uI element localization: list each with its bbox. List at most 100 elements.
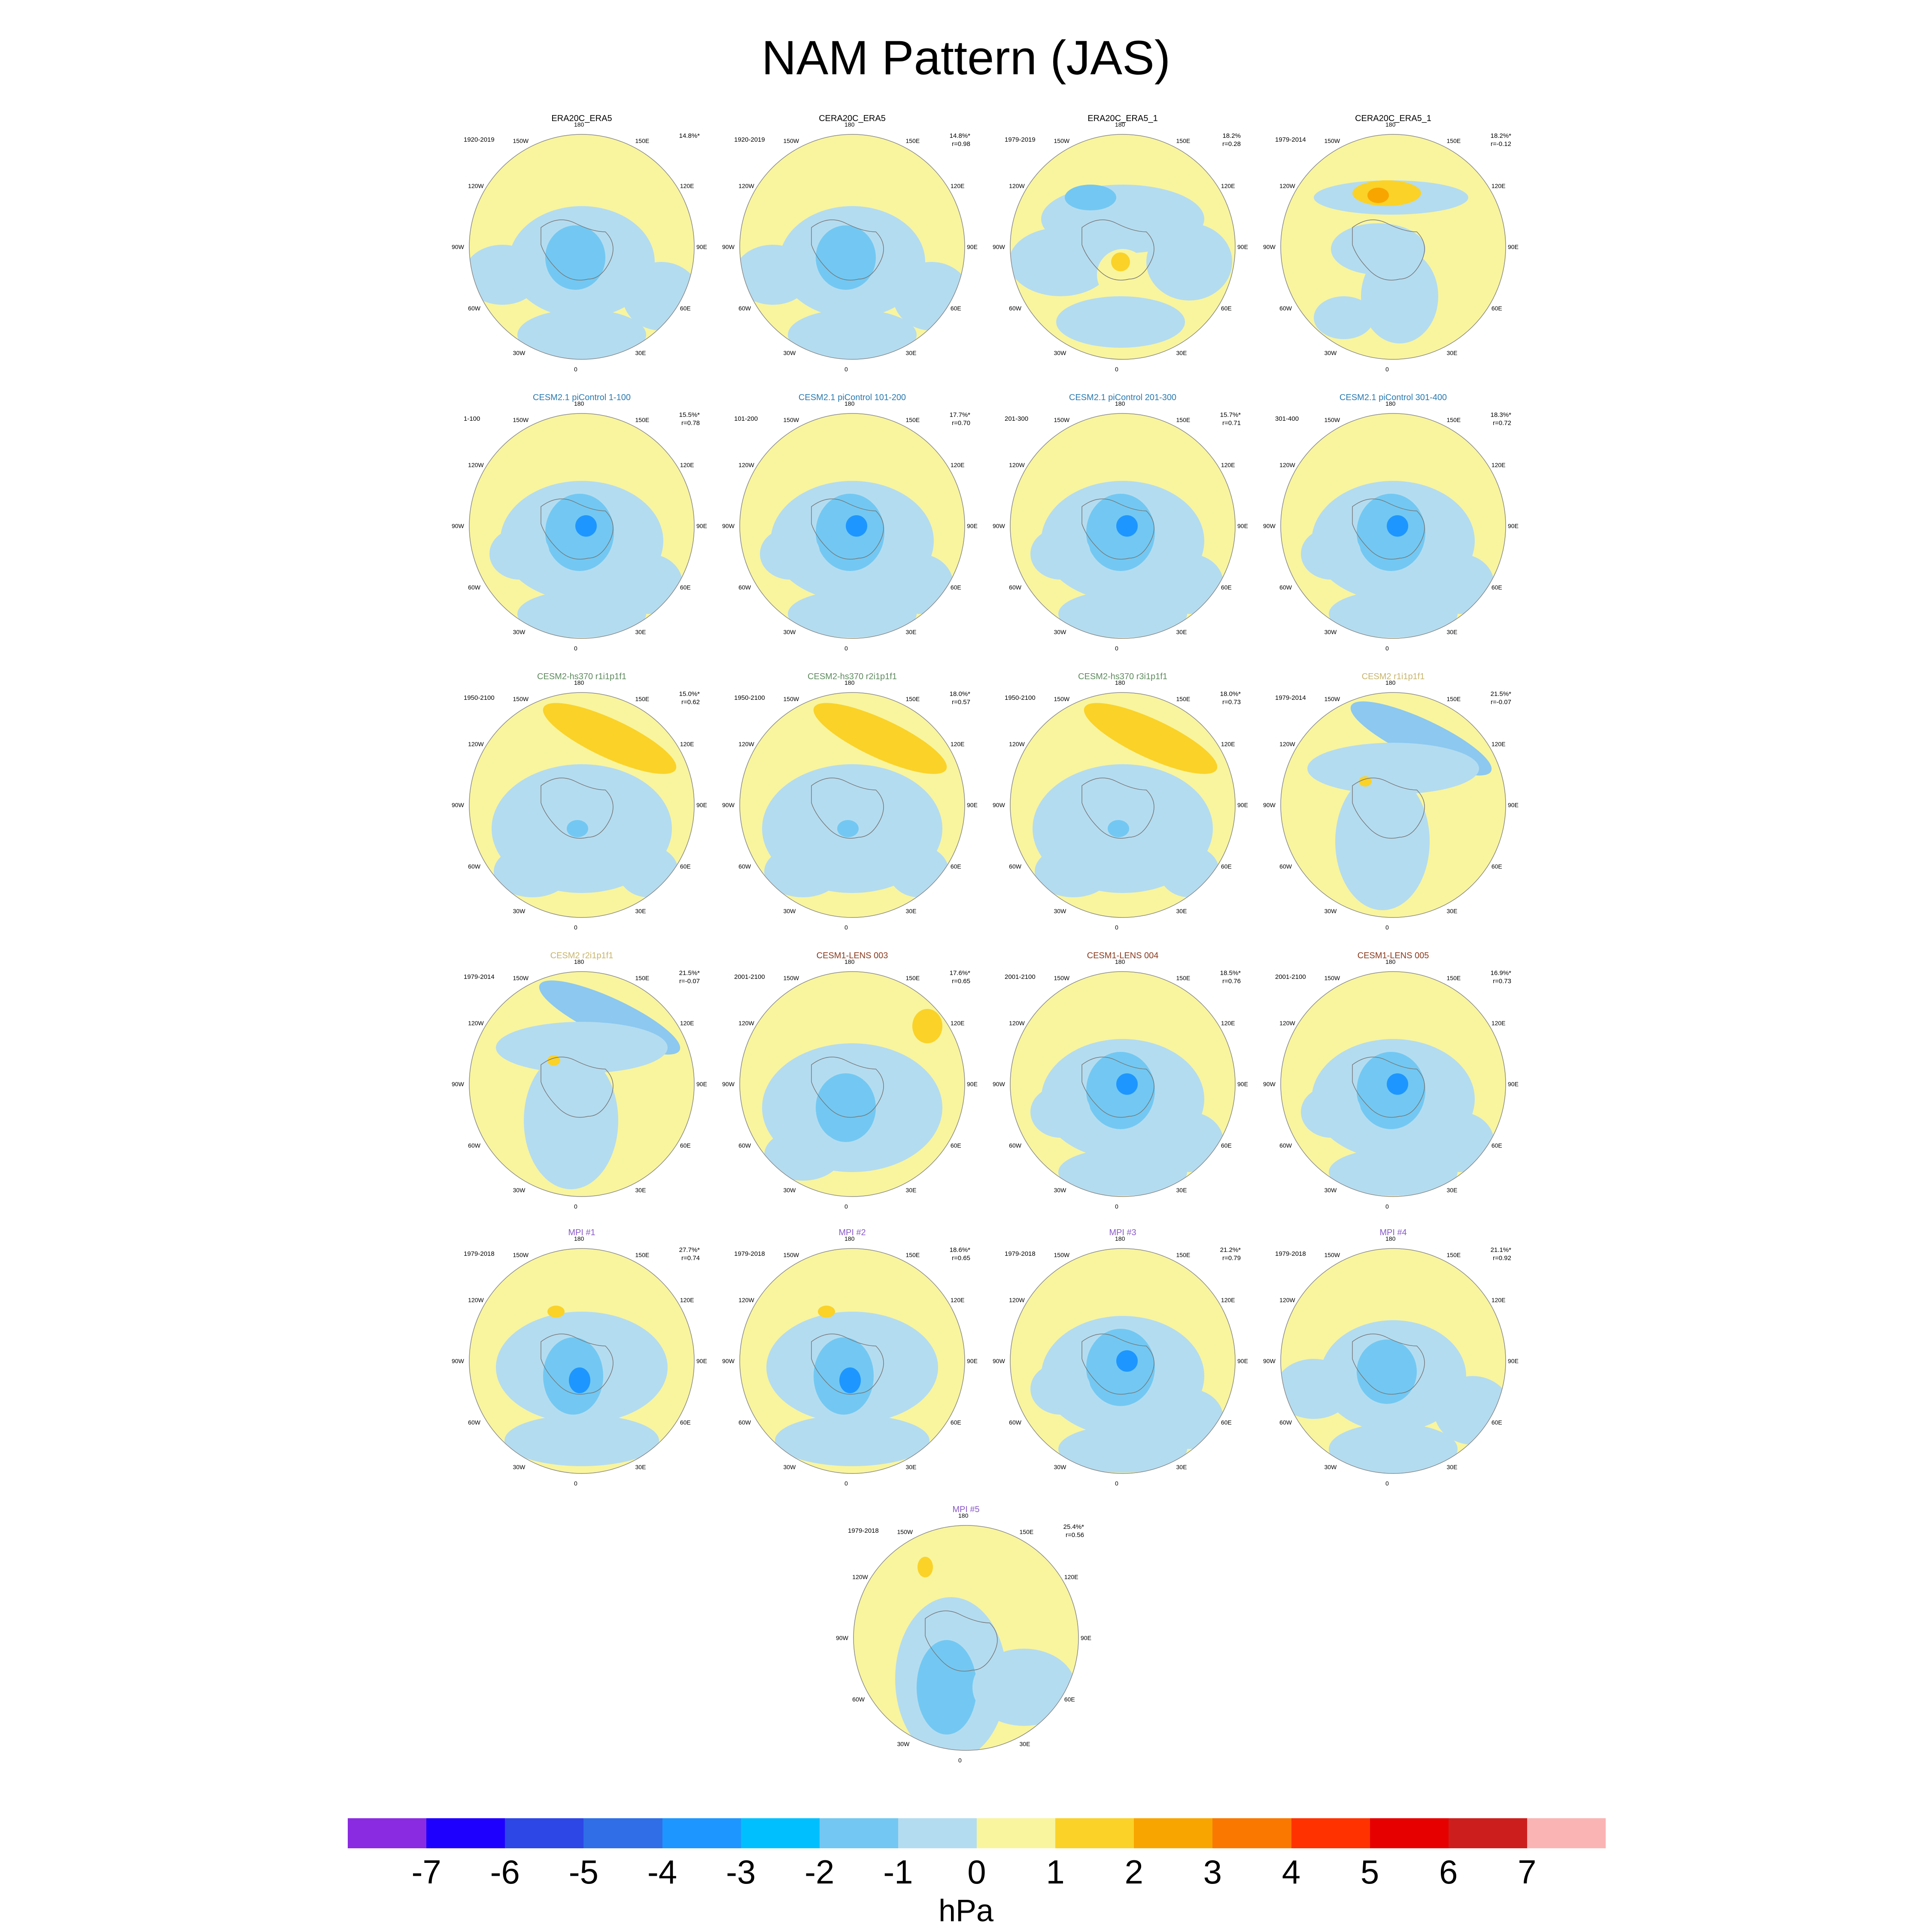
contour-region — [1301, 1086, 1361, 1138]
contour-region — [1030, 1363, 1091, 1415]
panel-period: 2001-2100 — [1275, 973, 1306, 981]
longitude-label: 30E — [905, 628, 917, 635]
longitude-label: 60E — [950, 863, 961, 870]
longitude-label: 90E — [967, 1358, 978, 1364]
variance-explained: 21.2%* — [1220, 1246, 1241, 1254]
coastline — [1352, 498, 1425, 560]
longitude-label: 60W — [468, 863, 480, 870]
longitude-label: 120W — [468, 1019, 484, 1027]
polar-map — [739, 971, 965, 1197]
contour-region — [489, 528, 550, 580]
map-panel: MPI #5 1979-2018 25.4%* r=0.56 180 150E 120E 90… — [831, 1505, 1101, 1771]
longitude-label: 90W — [836, 1634, 848, 1641]
longitude-label: 120W — [738, 461, 754, 468]
map-panel: CERA20C_ERA5_1 1979-2014 18.2%* r=-0.12 180 1… — [1258, 114, 1528, 380]
panel-title: ERA20C_ERA5_1 — [1088, 114, 1158, 123]
polar-map — [1010, 413, 1236, 639]
longitude-label: 150W — [513, 416, 529, 424]
panel-title: CERA20C_ERA5 — [819, 114, 886, 123]
panel-stats: 27.7%* r=0.74 — [648, 1246, 700, 1262]
coastline — [541, 1057, 614, 1118]
longitude-label: 0 — [1385, 1203, 1389, 1210]
polar-map — [1280, 1248, 1506, 1474]
coastline — [1352, 219, 1425, 281]
contour-region — [1058, 1425, 1187, 1473]
colorbar-tick-label: -2 — [805, 1853, 835, 1891]
longitude-label: 90W — [722, 522, 735, 529]
pattern-correlation: r=0.74 — [681, 1255, 700, 1262]
longitude-label: 120E — [1491, 461, 1506, 468]
longitude-label: 60E — [1221, 1142, 1232, 1149]
variance-explained: 15.5%* — [679, 411, 700, 419]
pattern-correlation: r=0.65 — [952, 978, 970, 985]
longitude-label: 180 — [574, 121, 584, 128]
pattern-correlation: r=0.76 — [1222, 978, 1241, 985]
longitude-label: 120W — [1009, 1296, 1025, 1303]
colorbar-swatch — [1055, 1818, 1134, 1848]
map-panel: CESM2-hs370 r1i1p1f1 1950-2100 15.0%* r=0.6… — [447, 672, 717, 938]
longitude-label: 90W — [993, 243, 1005, 250]
longitude-label: 60W — [1279, 304, 1292, 312]
panel-period: 1979-2014 — [1275, 694, 1306, 702]
longitude-label: 60E — [1491, 304, 1502, 312]
longitude-label: 0 — [844, 645, 848, 652]
contour-region — [889, 846, 949, 897]
longitude-label: 0 — [574, 366, 577, 373]
contour-region — [1030, 1086, 1091, 1138]
longitude-label: 60W — [1279, 1419, 1292, 1426]
longitude-label: 120E — [1221, 461, 1235, 468]
longitude-label: 150W — [897, 1528, 913, 1536]
panel-period: 201-300 — [1005, 415, 1029, 422]
longitude-label: 120E — [950, 740, 965, 747]
map-border — [1280, 692, 1506, 918]
contour-region — [1281, 1359, 1352, 1419]
longitude-label: 150E — [1176, 137, 1191, 145]
map-panel: CESM1-LENS 004 2001-2100 18.5%* r=0.76 180 15… — [987, 951, 1258, 1217]
longitude-label: 150E — [1176, 416, 1191, 424]
panel-stats: 15.7%* r=0.71 — [1189, 411, 1241, 427]
panel-title: CESM1-LENS 005 — [1357, 951, 1429, 960]
longitude-label: 150E — [635, 696, 650, 703]
map-panel: CESM2-hs370 r2i1p1f1 1950-2100 18.0%* r=0.5… — [717, 672, 987, 938]
longitude-label: 90E — [1081, 1634, 1091, 1641]
coastline — [811, 1057, 884, 1118]
panel-title: CESM2-hs370 r2i1p1f1 — [808, 672, 897, 681]
longitude-label: 150W — [1054, 1252, 1070, 1259]
longitude-label: 180 — [574, 958, 584, 965]
panel-stats: 21.5%* r=-0.07 — [1460, 690, 1511, 706]
contour-region — [813, 703, 947, 774]
longitude-label: 60W — [468, 1142, 480, 1149]
longitude-label: 150E — [1446, 975, 1461, 982]
variance-explained: 14.8%* — [679, 132, 700, 140]
longitude-label: 30W — [1324, 1186, 1337, 1194]
contour-region — [496, 1022, 668, 1073]
longitude-label: 180 — [844, 1235, 855, 1242]
longitude-label: 0 — [574, 924, 577, 931]
longitude-label: 120E — [1491, 1296, 1506, 1303]
longitude-label: 150W — [1324, 975, 1340, 982]
longitude-label: 90E — [696, 1358, 707, 1364]
longitude-label: 150E — [905, 975, 920, 982]
longitude-label: 150E — [1446, 1252, 1461, 1259]
longitude-label: 60W — [1279, 583, 1292, 591]
contour-region — [912, 1009, 942, 1043]
contour-region — [1387, 515, 1408, 537]
pattern-correlation: r=0.98 — [952, 140, 970, 148]
contour-region — [1116, 515, 1138, 537]
longitude-label: 0 — [958, 1757, 962, 1764]
longitude-label: 120E — [680, 1019, 694, 1027]
contour-region — [764, 846, 841, 897]
contour-region — [818, 1306, 835, 1318]
colorbar-tick-label: -5 — [568, 1853, 599, 1891]
longitude-label: 150W — [513, 1252, 529, 1259]
panel-period: 1-100 — [464, 415, 480, 422]
polar-map — [469, 1248, 695, 1474]
longitude-label: 60E — [1491, 1142, 1502, 1149]
longitude-label: 150E — [905, 1252, 920, 1259]
coastline — [1081, 498, 1154, 560]
longitude-label: 150E — [905, 416, 920, 424]
contour-region — [839, 1367, 861, 1393]
variance-explained: 21.1%* — [1490, 1246, 1511, 1254]
longitude-label: 120E — [1491, 740, 1506, 747]
longitude-label: 60W — [468, 583, 480, 591]
